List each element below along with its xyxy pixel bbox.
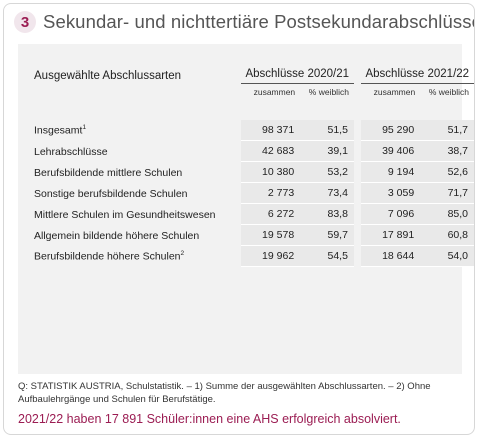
table-row: Berufsbildende höhere Schulen2 19 962 54,5… — [34, 246, 474, 267]
column-gap — [354, 204, 361, 225]
column-gap — [354, 141, 361, 162]
table-row: Mittlere Schulen im Gesundheitswesen 6 27… — [34, 204, 474, 225]
group-header-2021-22: Abschlüsse 2021/22 — [360, 68, 474, 84]
row-label: Allgemein bildende höhere Schulen — [34, 225, 241, 246]
cell-zusammen: 10 380 — [240, 162, 301, 183]
figure-header: 3 Sekundar- und nichttertiäre Postsekund… — [14, 11, 475, 33]
cell-zusammen: 98 371 — [240, 120, 301, 141]
table-row: Lehrabschlüsse 42 683 39,1 39 406 38,7 — [34, 141, 474, 162]
cell-zusammen: 19 962 — [240, 246, 301, 267]
row-label: Lehrabschlüsse — [34, 141, 241, 162]
row-label: Mittlere Schulen im Gesundheitswesen — [34, 204, 241, 225]
figure-card: 3 Sekundar- und nichttertiäre Postsekund… — [3, 3, 475, 435]
group-header-2020-21: Abschlüsse 2020/21 — [240, 68, 354, 84]
table-row: Allgemein bildende höhere Schulen 19 578 5… — [34, 225, 474, 246]
cell-weiblich: 60,8 — [420, 225, 474, 246]
subheader-weiblich: % weiblich — [308, 87, 349, 97]
row-label: Sonstige berufsbildende Schulen — [34, 183, 241, 204]
cell-weiblich: 85,0 — [420, 204, 474, 225]
row-label-text: Lehrabschlüsse — [34, 145, 108, 158]
cell-weiblich: 59,7 — [300, 225, 354, 246]
row-label-text: Insgesamt — [34, 124, 83, 137]
cell-zusammen: 17 891 — [360, 225, 421, 246]
cell-weiblich: 73,4 — [300, 183, 354, 204]
footnote-marker: 1 — [82, 124, 87, 132]
cell-zusammen: 3 059 — [360, 183, 421, 204]
subheader-weiblich: % weiblich — [428, 87, 469, 97]
footnote-marker: 2 — [180, 250, 185, 258]
row-label-text: Sonstige berufsbildende Schulen — [34, 187, 188, 200]
highlight-text: 2021/22 haben 17 891 Schüler:innen eine … — [18, 412, 401, 426]
cell-weiblich: 51,7 — [420, 120, 474, 141]
subheader-zusammen: zusammen — [373, 87, 416, 97]
row-label: Berufsbildende höhere Schulen2 — [34, 246, 241, 267]
cell-weiblich: 54,0 — [420, 246, 474, 267]
source-note: Q: STATISTIK AUSTRIA, Schulstatistik. – … — [18, 381, 431, 405]
row-label-text: Berufsbildende mittlere Schulen — [34, 166, 183, 179]
table-row: Insgesamt1 98 371 51,5 95 290 51,7 — [34, 120, 474, 141]
cell-zusammen: 19 578 — [240, 225, 301, 246]
column-gap — [354, 246, 361, 267]
table-row: Sonstige berufsbildende Schulen 2 773 73,4… — [34, 183, 474, 204]
column-gap — [354, 225, 361, 246]
data-table: Ausgewählte Abschlussarten Abschlüsse 20… — [34, 68, 474, 267]
cell-zusammen: 18 644 — [360, 246, 421, 267]
table-row: Berufsbildende mittlere Schulen 10 380 53,… — [34, 162, 474, 183]
cell-zusammen: 42 683 — [240, 141, 301, 162]
column-gap — [354, 162, 361, 183]
column-gap — [354, 120, 361, 141]
cell-weiblich: 39,1 — [300, 141, 354, 162]
row-label-text: Mittlere Schulen im Gesundheitswesen — [34, 208, 216, 221]
cell-zusammen: 9 194 — [360, 162, 421, 183]
cell-zusammen: 95 290 — [360, 120, 421, 141]
subheader-zusammen: zusammen — [253, 87, 296, 97]
row-label: Berufsbildende mittlere Schulen — [34, 162, 241, 183]
cell-weiblich: 52,6 — [420, 162, 474, 183]
cell-weiblich: 54,5 — [300, 246, 354, 267]
row-label: Insgesamt1 — [34, 120, 241, 141]
cell-weiblich: 71,7 — [420, 183, 474, 204]
figure-number-badge: 3 — [14, 11, 36, 33]
cell-zusammen: 39 406 — [360, 141, 421, 162]
cell-weiblich: 38,7 — [420, 141, 474, 162]
figure-title: Sekundar- und nichttertiäre Postsekundar… — [43, 11, 475, 32]
cell-zusammen: 7 096 — [360, 204, 421, 225]
cell-zusammen: 6 272 — [240, 204, 301, 225]
cell-weiblich: 83,8 — [300, 204, 354, 225]
cell-zusammen: 2 773 — [240, 183, 301, 204]
row-label-text: Allgemein bildende höhere Schulen — [34, 229, 200, 242]
row-header: Ausgewählte Abschlussarten — [34, 70, 182, 82]
cell-weiblich: 51,5 — [300, 120, 354, 141]
row-label-text: Berufsbildende höhere Schulen — [34, 250, 181, 263]
cell-weiblich: 53,2 — [300, 162, 354, 183]
column-gap — [354, 183, 361, 204]
